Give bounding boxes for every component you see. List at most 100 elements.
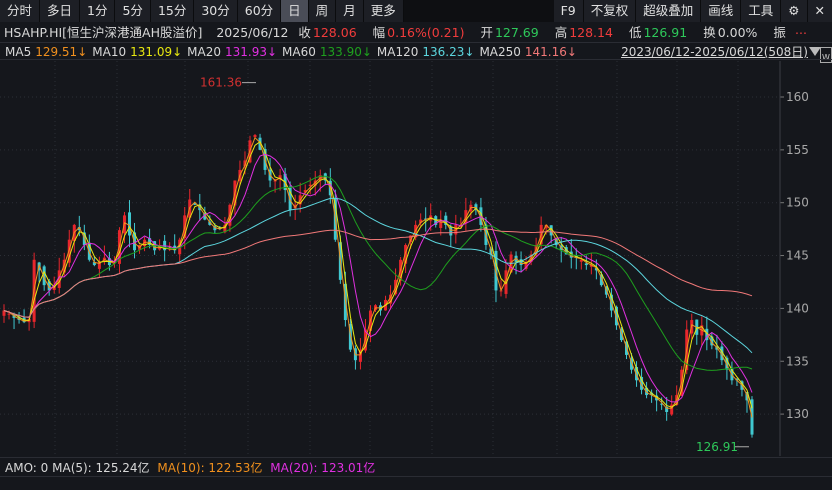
ma-value: 131.93↓ bbox=[224, 45, 278, 59]
gear-icon[interactable]: ⚙ bbox=[781, 0, 808, 22]
ma-line-ma5 bbox=[3, 136, 753, 418]
date-range-selector[interactable]: 2023/06/12-2025/06/12(508日) bbox=[621, 45, 808, 59]
low-label: 低 bbox=[628, 25, 642, 40]
tab-4[interactable]: 15分 bbox=[150, 0, 195, 22]
candle-body bbox=[278, 175, 282, 180]
tab-8[interactable]: 周 bbox=[308, 0, 337, 22]
tab-7[interactable]: 日 bbox=[281, 0, 309, 22]
quote-date: 2025/06/12 bbox=[216, 25, 289, 40]
candle-body bbox=[619, 328, 623, 341]
candle-body bbox=[128, 212, 132, 236]
candle-body bbox=[47, 281, 51, 291]
tab-5[interactable]: 30分 bbox=[194, 0, 238, 22]
toolbar-button-4[interactable]: 工具 bbox=[741, 0, 782, 22]
candle-body bbox=[218, 227, 222, 229]
candle-body bbox=[584, 263, 588, 266]
tab-1[interactable]: 多日 bbox=[40, 0, 81, 22]
candle-body bbox=[544, 224, 548, 229]
turnover-value: 0.00% bbox=[717, 25, 758, 40]
ma-line-ma60 bbox=[3, 175, 753, 371]
candle-body bbox=[193, 203, 197, 205]
ma-label: MA10 bbox=[92, 45, 127, 59]
candle-body bbox=[589, 265, 593, 267]
amplitude-label: 振 bbox=[773, 25, 786, 40]
candle-body bbox=[439, 219, 443, 228]
amo-legend: AMO: 0 MA(5): 125.24亿 MA(10): 122.53亿 MA… bbox=[0, 457, 832, 477]
index-name: HSAHP.HI[恒生沪深港通AH股溢价] bbox=[4, 25, 203, 40]
candle-body bbox=[7, 313, 11, 315]
candle-body bbox=[288, 186, 292, 211]
tab-3[interactable]: 5分 bbox=[115, 0, 151, 22]
y-tick-label: 160 bbox=[786, 90, 809, 104]
close-icon[interactable]: ✕ bbox=[807, 0, 832, 22]
amo-label: AMO: 0 bbox=[5, 461, 49, 475]
ma-value: 136.23↓ bbox=[422, 45, 475, 59]
candle-body bbox=[640, 376, 644, 390]
tab-2[interactable]: 1分 bbox=[80, 0, 116, 22]
tab-6[interactable]: 60分 bbox=[237, 0, 282, 22]
y-tick-label: 150 bbox=[786, 196, 809, 210]
tab-9[interactable]: 月 bbox=[336, 0, 364, 22]
low-value: 126.91 bbox=[643, 25, 688, 40]
candle-body bbox=[419, 219, 423, 223]
candle-body bbox=[710, 336, 714, 346]
candle-body bbox=[57, 270, 61, 288]
candle-body bbox=[213, 226, 217, 231]
candle-body bbox=[308, 184, 312, 187]
toolbar-button-0[interactable]: F9 bbox=[553, 0, 584, 22]
ma-line-ma120 bbox=[3, 197, 753, 354]
candle-body bbox=[92, 262, 96, 266]
ma-label: MA250 bbox=[479, 45, 521, 59]
toolbar-button-3[interactable]: 画线 bbox=[701, 0, 742, 22]
candle-body bbox=[42, 266, 46, 286]
ma-legend: 2023/06/12-2025/06/12(508日) MA5 129.51↓ MA… bbox=[0, 42, 832, 60]
candle-body bbox=[594, 268, 598, 271]
tab-0[interactable]: 分时 bbox=[0, 0, 41, 22]
candle-body bbox=[208, 221, 212, 225]
candle-body bbox=[389, 294, 393, 304]
close-label: 收 bbox=[298, 25, 311, 40]
ma-label: MA5 bbox=[5, 45, 32, 59]
candlestick-chart[interactable]: 160 155 150 145 140 135 130 161.36 126.91 bbox=[0, 61, 832, 456]
ma-label: MA60 bbox=[282, 45, 316, 59]
close-value: 128.06 bbox=[312, 25, 357, 40]
tab-10[interactable]: 更多 bbox=[363, 0, 404, 22]
amo-ma5: MA(5): 125.24亿 bbox=[52, 461, 150, 475]
candle-body bbox=[519, 259, 523, 266]
y-tick-label: 140 bbox=[786, 301, 809, 315]
dropdown-triangle-icon[interactable] bbox=[809, 47, 821, 56]
candle-body bbox=[705, 328, 709, 341]
candle-body bbox=[102, 257, 106, 261]
ma-label: MA20 bbox=[187, 45, 221, 59]
candle-body bbox=[409, 235, 413, 243]
candle-body bbox=[524, 261, 528, 269]
open-label: 开 bbox=[480, 25, 493, 40]
max-price-label: 161.36 bbox=[200, 76, 242, 90]
amo-ma20: MA(20): 123.01亿 bbox=[270, 461, 376, 475]
ma-line-ma20 bbox=[3, 153, 753, 403]
period-toolbar: 分时 多日 1分 5分 15分 30分 60分日周月更多 F9 不复权 超级叠加 画线 工具 ⚙ ✕ bbox=[0, 0, 832, 22]
ma-line-ma10 bbox=[3, 140, 753, 409]
toolbar-button-2[interactable]: 超级叠加 bbox=[636, 0, 702, 22]
change-value: 0.16%(0.21) bbox=[387, 25, 465, 40]
candle-body bbox=[725, 357, 729, 370]
candle-body bbox=[77, 227, 81, 231]
y-tick-label: 130 bbox=[786, 407, 809, 421]
min-price-label: 126.91 bbox=[696, 440, 738, 454]
toolbar-button-1[interactable]: 不复权 bbox=[583, 0, 637, 22]
candle-body bbox=[630, 358, 634, 370]
y-tick-label: 135 bbox=[786, 354, 809, 368]
candle-body bbox=[449, 226, 453, 236]
candle-body bbox=[404, 244, 408, 264]
quote-info-bar: HSAHP.HI[恒生沪深港通AH股溢价] 2025/06/12 收 128.06… bbox=[0, 22, 832, 63]
candle-body bbox=[670, 404, 674, 415]
candle-body bbox=[635, 367, 639, 381]
toolbar-spacer bbox=[403, 0, 554, 22]
candle-body bbox=[645, 387, 649, 396]
candle-body bbox=[554, 238, 558, 245]
ma-value: 131.09↓ bbox=[130, 45, 183, 59]
candle-body bbox=[660, 403, 664, 405]
candle-body bbox=[665, 406, 669, 412]
more-button[interactable]: ... bbox=[795, 22, 807, 37]
candle-body bbox=[358, 349, 362, 362]
